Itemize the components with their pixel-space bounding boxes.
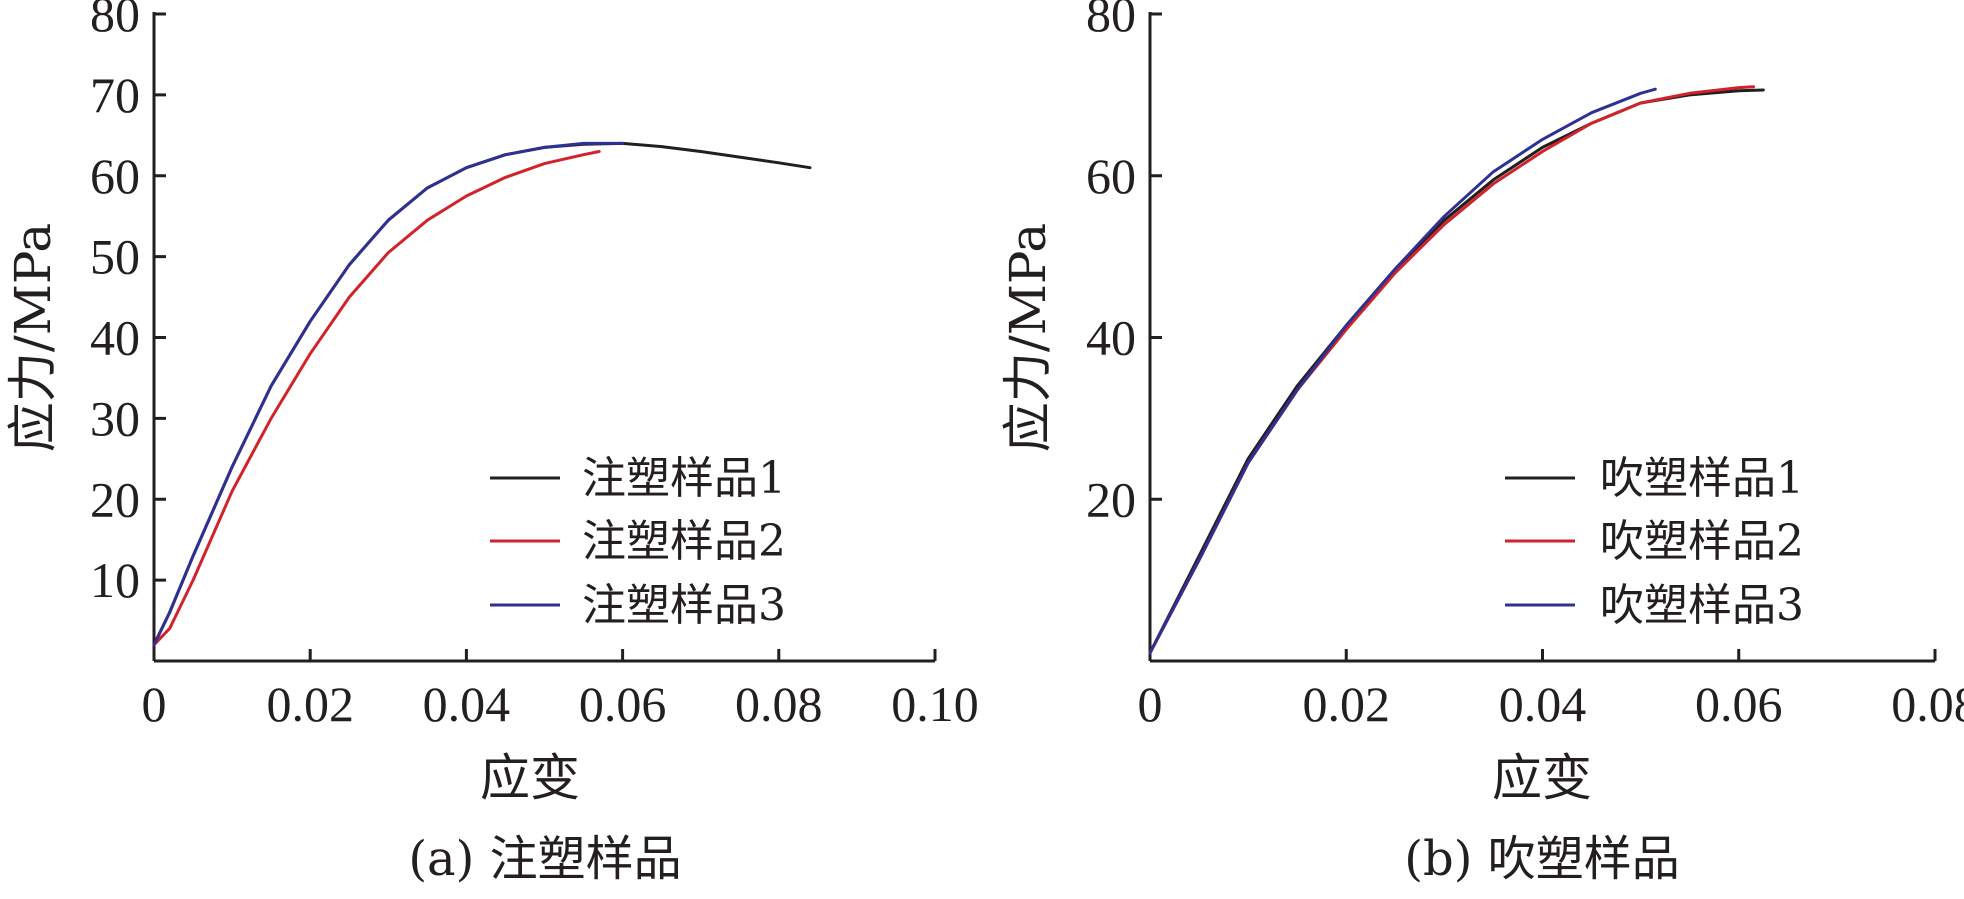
x-tick-label: 0.06 [1695,676,1783,732]
series-line-3 [1148,87,1657,655]
y-tick-label: 80 [1086,0,1136,42]
chart-panel-b: 0 0.02 0.04 0.06 0.08 20 40 60 80 吹塑样品1 吹塑样品2 吹塑样品3… [999,0,1964,887]
legend-label-2: 注塑样品2 [582,516,786,567]
legend-label-1: 吹塑样品1 [1600,453,1804,504]
series-line-2 [152,150,601,647]
x-tick-label: 0 [142,676,167,732]
legend-label-3: 吹塑样品3 [1600,580,1804,631]
x-tick-label: 0.02 [266,676,354,732]
legend-label-3: 注塑样品3 [582,580,786,631]
y-tick-label: 50 [90,229,140,285]
y-tick-label: 10 [90,552,140,608]
panel-caption: (b) 吹塑样品 [1404,831,1679,887]
legend-label-1: 注塑样品1 [582,453,786,504]
x-axis-title: 应变 [480,749,580,807]
x-tick-label: 0.10 [891,676,979,732]
series-line-2 [1148,85,1755,655]
y-tick-label: 60 [1086,148,1136,204]
series-line-3 [152,141,625,647]
series-line-1 [152,141,812,647]
panel-caption: (a) 注塑样品 [408,831,681,887]
y-tick-label: 60 [90,148,140,204]
y-axis-title: 应力/MPa [4,223,62,452]
x-tick-label: 0.04 [1499,676,1587,732]
y-tick-label: 80 [90,0,140,42]
x-tick-label: 0.04 [423,676,511,732]
y-tick-label: 20 [1086,471,1136,527]
x-axis-title: 应变 [1492,749,1592,807]
legend-label-2: 吹塑样品2 [1600,516,1804,567]
y-tick-label: 30 [90,390,140,446]
x-tick-label: 0 [1138,676,1163,732]
y-tick-label: 40 [90,310,140,366]
chart-panel-a: 0 0.02 0.04 0.06 0.08 0.10 10 20 30 40 50 60 70 80 注塑样… [4,0,979,887]
series-line-1 [1148,88,1765,655]
x-tick-label: 0.02 [1303,676,1391,732]
x-tick-label: 0.06 [579,676,667,732]
y-tick-label: 40 [1086,310,1136,366]
x-tick-label: 0.08 [1891,676,1964,732]
y-tick-label: 70 [90,67,140,123]
y-tick-label: 20 [90,471,140,527]
y-axis-title: 应力/MPa [999,223,1057,452]
x-tick-label: 0.08 [735,676,823,732]
